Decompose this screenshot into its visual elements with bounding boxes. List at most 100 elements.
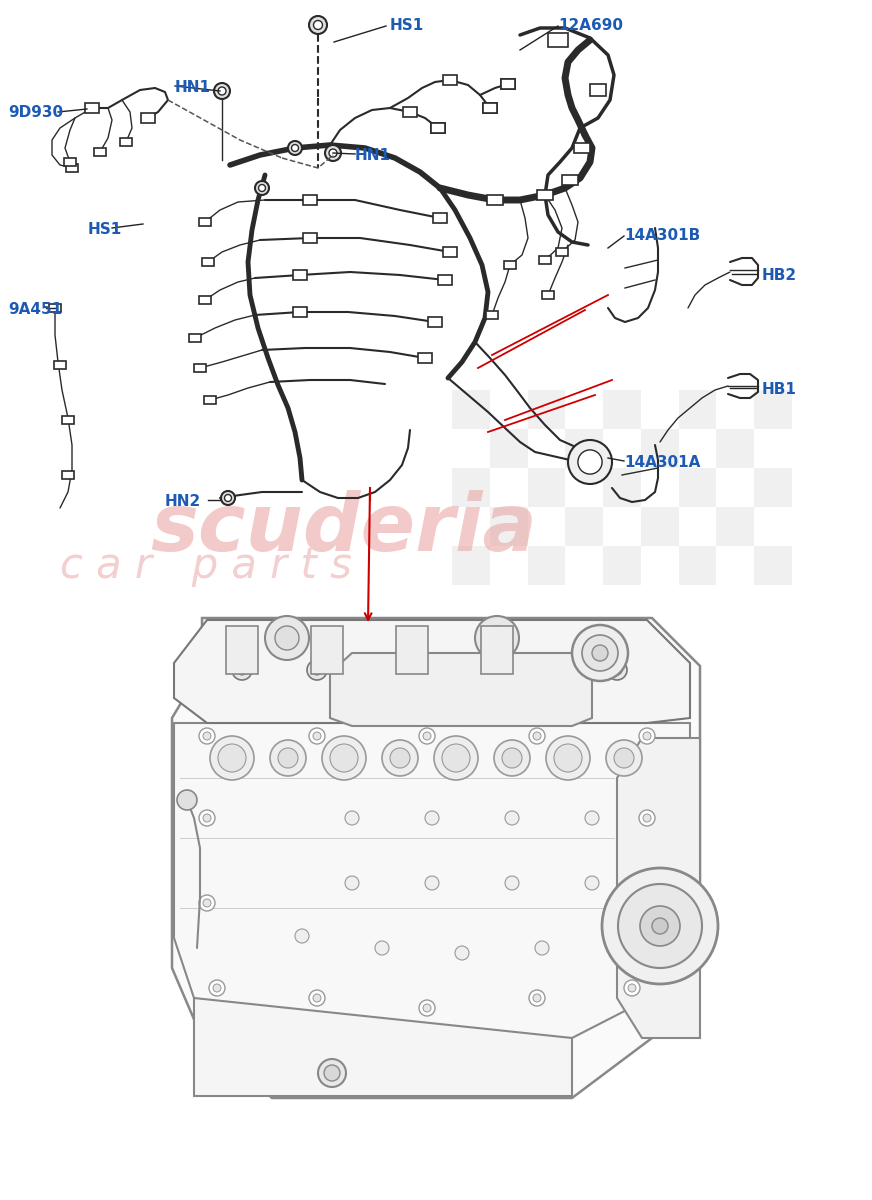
Polygon shape	[172, 618, 700, 1098]
Bar	[85, 103, 99, 113]
Text: HN2: HN2	[165, 494, 201, 509]
Circle shape	[199, 728, 215, 744]
Circle shape	[214, 83, 230, 98]
Bar	[303, 194, 317, 205]
Bar	[438, 275, 452, 284]
Circle shape	[345, 811, 359, 826]
Bar	[483, 103, 497, 113]
Bar	[54, 361, 66, 370]
Circle shape	[602, 868, 718, 984]
Circle shape	[224, 494, 231, 502]
Bar	[548, 32, 568, 47]
Circle shape	[275, 626, 299, 650]
Bar	[565, 506, 603, 546]
Circle shape	[505, 876, 519, 890]
Bar	[641, 506, 678, 546]
Bar	[483, 103, 497, 113]
Polygon shape	[194, 998, 572, 1096]
Circle shape	[572, 625, 628, 680]
Bar	[717, 428, 754, 468]
Bar	[603, 468, 641, 506]
Circle shape	[382, 740, 418, 776]
Circle shape	[390, 748, 410, 768]
Text: HN1: HN1	[175, 80, 211, 95]
Circle shape	[419, 728, 435, 744]
Bar	[403, 107, 417, 116]
Circle shape	[203, 814, 211, 822]
Circle shape	[213, 984, 221, 992]
Circle shape	[295, 929, 309, 943]
Circle shape	[578, 450, 602, 474]
Bar	[204, 396, 216, 404]
Circle shape	[218, 86, 226, 95]
Circle shape	[387, 665, 397, 674]
Bar	[443, 247, 457, 257]
Bar	[565, 428, 603, 468]
Bar	[490, 428, 528, 468]
Circle shape	[423, 1004, 431, 1012]
Circle shape	[425, 876, 439, 890]
Circle shape	[312, 665, 322, 674]
Circle shape	[325, 145, 341, 161]
Circle shape	[643, 814, 651, 822]
Bar	[199, 218, 211, 226]
Circle shape	[612, 665, 622, 674]
Bar	[539, 256, 551, 264]
Polygon shape	[174, 620, 690, 722]
Circle shape	[288, 140, 302, 155]
Circle shape	[529, 728, 545, 744]
Bar	[574, 143, 590, 152]
Bar	[490, 506, 528, 546]
Circle shape	[502, 748, 522, 768]
Circle shape	[329, 149, 337, 157]
Bar	[49, 304, 61, 312]
Bar	[603, 546, 641, 584]
Bar	[678, 468, 717, 506]
Bar	[452, 390, 490, 428]
Circle shape	[291, 144, 298, 151]
Text: HB1: HB1	[762, 382, 797, 397]
Bar	[418, 353, 432, 362]
Bar	[120, 138, 132, 146]
Circle shape	[258, 185, 265, 192]
Circle shape	[309, 16, 327, 34]
Circle shape	[278, 748, 298, 768]
Text: 9A451: 9A451	[8, 302, 62, 317]
Circle shape	[218, 744, 246, 772]
Circle shape	[607, 660, 627, 680]
Circle shape	[533, 994, 541, 1002]
Bar	[501, 79, 515, 89]
Circle shape	[582, 635, 618, 671]
Text: scuderia: scuderia	[150, 490, 537, 568]
Circle shape	[313, 994, 321, 1002]
Bar	[64, 158, 76, 166]
Text: HN1: HN1	[355, 148, 391, 163]
Bar	[428, 317, 442, 326]
Circle shape	[640, 906, 680, 946]
Circle shape	[455, 946, 469, 960]
Circle shape	[639, 810, 655, 826]
Bar	[486, 311, 498, 319]
Bar	[754, 546, 792, 584]
Bar	[189, 334, 201, 342]
Circle shape	[307, 660, 327, 680]
Circle shape	[505, 811, 519, 826]
Text: HB2: HB2	[762, 268, 797, 283]
Circle shape	[203, 732, 211, 740]
Bar	[487, 194, 503, 205]
Bar	[542, 290, 554, 299]
Bar	[537, 190, 553, 200]
Text: 14A301A: 14A301A	[624, 455, 700, 470]
Text: 14A301B: 14A301B	[624, 228, 700, 242]
Bar	[443, 74, 457, 85]
Bar	[678, 546, 717, 584]
Bar	[603, 390, 641, 428]
Circle shape	[313, 732, 321, 740]
Bar	[528, 468, 565, 506]
Circle shape	[314, 20, 323, 30]
Bar	[452, 546, 490, 584]
Bar	[303, 233, 317, 242]
Bar	[311, 626, 343, 674]
Circle shape	[643, 899, 651, 907]
Circle shape	[265, 616, 309, 660]
